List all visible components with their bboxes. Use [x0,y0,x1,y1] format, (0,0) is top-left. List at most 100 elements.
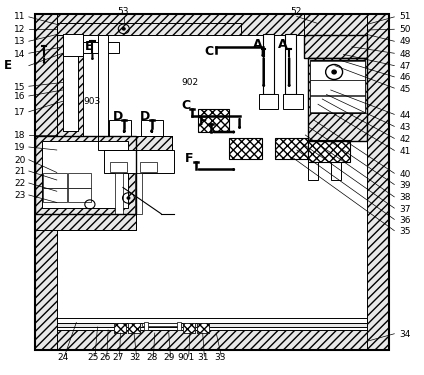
Text: 35: 35 [399,227,411,236]
Bar [43,173,67,188]
Bar [128,322,140,333]
Bar [198,109,229,132]
Bar [98,34,108,136]
Bar [57,34,83,136]
Bar [68,188,91,202]
Text: 45: 45 [399,85,411,94]
Bar [140,162,157,172]
Text: A: A [253,39,262,51]
Text: 21: 21 [14,167,25,176]
Bar [141,120,163,136]
Text: 32: 32 [129,352,140,362]
Text: 20: 20 [14,156,25,165]
Bar [35,214,136,230]
Bar [183,322,195,333]
Bar [310,96,365,112]
Bar [35,14,389,34]
Bar [98,136,172,150]
Bar [308,140,350,162]
Text: 23: 23 [14,191,25,200]
Bar [367,14,389,350]
Bar [310,62,365,80]
Text: C: C [181,99,190,112]
Bar [63,34,83,56]
Text: 29: 29 [163,352,174,362]
Text: 27: 27 [112,352,123,362]
Bar [35,136,136,214]
Bar [57,322,367,327]
Text: 28: 28 [146,352,157,362]
Bar [183,322,195,333]
Bar [42,141,128,208]
Bar [283,94,303,109]
Bar [197,322,209,333]
Bar [144,322,148,330]
Text: 31: 31 [197,352,209,362]
Text: F: F [199,115,208,128]
Circle shape [127,197,130,199]
Bar [63,38,78,131]
Text: 48: 48 [399,50,411,59]
Text: 39: 39 [399,181,411,190]
Text: 44: 44 [399,111,411,120]
Text: E: E [85,40,93,53]
Bar [308,162,318,180]
Text: 901: 901 [177,352,194,362]
Bar [63,34,83,56]
Bar [35,330,389,350]
Bar [115,172,123,214]
Text: 22: 22 [14,179,25,188]
Bar [135,172,142,214]
Text: 52: 52 [290,7,301,16]
Text: 17: 17 [14,108,25,117]
Text: 42: 42 [399,135,411,144]
Bar [310,96,365,112]
Bar [310,60,365,112]
Bar [304,14,367,34]
Text: 11: 11 [14,12,25,21]
Text: 46: 46 [399,74,411,82]
Text: 49: 49 [399,38,411,46]
Bar [57,318,367,322]
Text: 903: 903 [84,97,101,106]
Bar [259,94,278,109]
Bar [310,80,365,95]
Text: 33: 33 [214,352,226,362]
Text: 18: 18 [14,131,25,140]
Bar [83,42,119,53]
Bar [109,120,131,136]
Text: 43: 43 [399,123,411,132]
Text: 38: 38 [399,194,411,202]
Bar [263,34,274,94]
Text: 50: 50 [399,26,411,34]
Text: 12: 12 [14,26,25,34]
Bar [142,322,181,326]
Bar [308,58,367,141]
Text: F: F [184,152,193,165]
Bar [197,322,209,333]
Text: 19: 19 [14,143,25,152]
Text: 16: 16 [14,92,25,101]
Circle shape [332,70,336,74]
Bar [35,136,136,214]
Bar [98,136,172,150]
Bar [285,34,296,94]
Bar [177,322,181,330]
Bar [114,322,126,333]
Text: D: D [140,110,151,123]
Bar [229,138,262,159]
Text: 53: 53 [117,7,129,16]
Text: 51: 51 [399,12,411,21]
Bar [68,173,91,188]
Bar [275,138,308,159]
Text: 13: 13 [14,38,25,46]
Text: 15: 15 [14,82,25,92]
Text: D: D [113,110,123,123]
Bar [310,80,365,95]
Circle shape [123,28,125,30]
Bar [63,38,78,131]
Text: 25: 25 [88,352,99,362]
Bar [128,322,140,333]
Text: 36: 36 [399,216,411,225]
Text: A: A [279,39,288,51]
